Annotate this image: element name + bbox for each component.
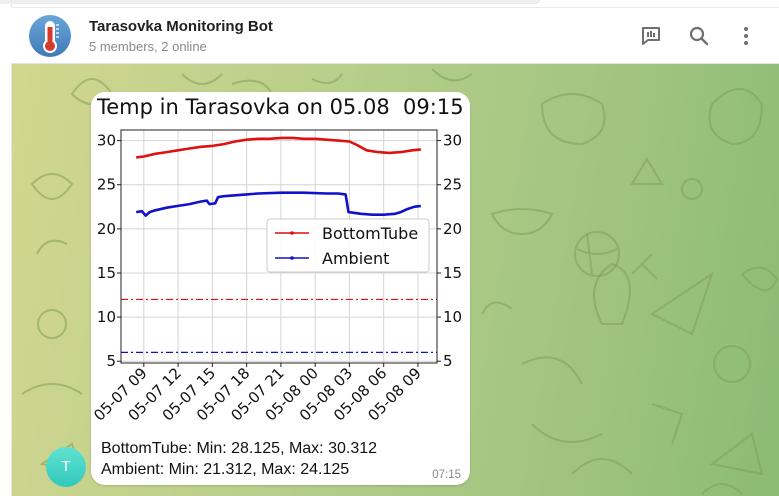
message-bubble[interactable]: Temp in Tarasovka on 05.08 09:15 5 10 15 20…: [91, 92, 470, 485]
y-tick-label-right: 5: [443, 352, 453, 370]
series-line-bottomtube: [136, 136, 421, 159]
y-tick-label-left: 10: [97, 308, 116, 326]
y-tick-label-left: 20: [97, 220, 116, 238]
more-vertical-icon[interactable]: [734, 24, 758, 48]
poll-icon[interactable]: [639, 24, 663, 48]
sender-avatar[interactable]: T: [46, 447, 86, 487]
legend-label: Ambient: [322, 249, 389, 268]
thermometer-icon: [43, 21, 59, 53]
top-strip: [0, 0, 540, 4]
chat-header[interactable]: Tarasovka Monitoring Bot 5 members, 2 on…: [11, 7, 779, 64]
y-tick-label-left: 30: [97, 132, 116, 150]
y-tick-label-right: 25: [443, 176, 462, 194]
y-tick-label-left: 5: [106, 352, 116, 370]
y-axis-right: 5 10 15 20 25 30: [437, 132, 462, 370]
message-time: 07:15: [432, 469, 461, 481]
y-axis-left: 5 10 15 20 25 30: [97, 132, 121, 370]
chart-series: [135, 136, 421, 217]
chart-legend: BottomTube Ambient: [266, 218, 430, 273]
legend-marker: [290, 256, 294, 260]
chart-title: Temp in Tarasovka on 05.08 09:15: [96, 95, 464, 119]
y-tick-label-left: 15: [97, 264, 116, 282]
plot-frame: [120, 129, 438, 364]
group-avatar[interactable]: [29, 15, 71, 57]
left-panel-edge: [0, 0, 12, 496]
caption-bottomtube: BottomTube: Min: 28.125, Max: 30.312: [101, 440, 378, 457]
y-tick-label-right: 10: [443, 308, 462, 326]
y-tick-label-right: 20: [443, 220, 462, 238]
search-icon[interactable]: [687, 24, 711, 48]
y-tick-label-right: 30: [443, 132, 462, 150]
temperature-chart[interactable]: Temp in Tarasovka on 05.08 09:15 5 10 15 20…: [91, 92, 470, 437]
caption-ambient: Ambient: Min: 21.312, Max: 24.125: [101, 460, 350, 478]
chart-grid: [121, 130, 437, 363]
legend-label: BottomTube: [322, 224, 418, 243]
message-caption: BottomTube: Min: 28.125, Max: 30.312 Amb…: [101, 439, 377, 480]
y-tick-label-left: 25: [97, 176, 116, 194]
legend-marker: [290, 231, 294, 235]
chat-title[interactable]: Tarasovka Monitoring Bot: [89, 18, 273, 35]
legend-box: [266, 218, 430, 273]
chat-subtitle: 5 members, 2 online: [89, 39, 207, 54]
y-tick-label-right: 15: [443, 264, 462, 282]
series-line-ambient: [135, 191, 421, 217]
